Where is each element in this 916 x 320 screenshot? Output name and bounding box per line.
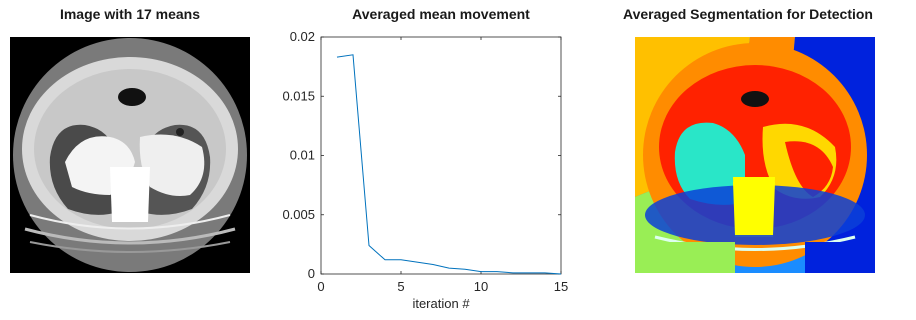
x-tick-label: 5 — [397, 279, 404, 294]
y-tick-label: 0.015 — [282, 88, 315, 103]
x-axis-label: iteration # — [412, 296, 470, 311]
ct-scan-drawing — [10, 37, 250, 273]
chart-title: Averaged mean movement — [352, 6, 530, 22]
segmentation-image — [635, 37, 875, 273]
y-tick-label: 0 — [308, 266, 315, 281]
y-tick-label: 0.02 — [290, 29, 315, 44]
y-tick-label: 0.005 — [282, 207, 315, 222]
series-line — [336, 54, 562, 275]
y-tick-label: 0.01 — [290, 148, 315, 163]
x-tick-label: 10 — [474, 279, 488, 294]
right-panel-title: Averaged Segmentation for Detection — [623, 6, 873, 22]
segmentation-drawing — [635, 37, 875, 273]
plot-area — [320, 36, 562, 275]
x-tick-label: 15 — [554, 279, 568, 294]
ct-scan-image — [10, 37, 250, 273]
mean-movement-chart: 0 5 10 15 0 0.005 0.01 0.015 0.02 iteration # — [270, 20, 580, 320]
x-tick-label: 0 — [317, 279, 324, 294]
left-panel-title: Image with 17 means — [59, 6, 201, 22]
chart-svg: 0 5 10 15 0 0.005 0.01 0.015 0.02 iteration # — [282, 29, 568, 311]
